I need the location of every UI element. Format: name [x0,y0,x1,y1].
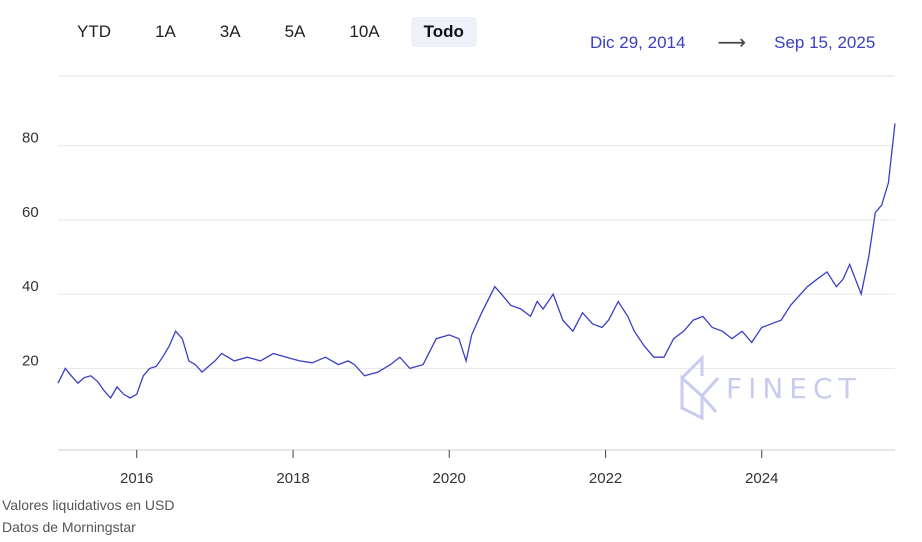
y-axis: 20 40 60 80 [22,130,39,370]
x-tick-label: 2018 [276,470,309,487]
range-tabs: YTD 1A 3A 5A 10A Todo [64,17,495,47]
series-line [57,123,896,400]
tab-10a[interactable]: 10A [349,22,380,41]
tab-todo[interactable]: Todo [410,17,477,47]
date-range: Dic 29, 2014 ⟶ Sep 15, 2025 [590,30,875,55]
tab-1a[interactable]: 1A [155,22,176,41]
arrow-right-icon: ⟶ [717,32,747,54]
y-tick-label: 20 [22,352,39,369]
x-tick-label: 2022 [589,470,622,487]
x-tick-label: 2020 [433,470,466,487]
watermark-text: FINECT [726,372,862,405]
start-date-button[interactable]: Dic 29, 2014 [590,32,686,52]
finect-logo-icon [680,354,720,421]
tab-5a[interactable]: 5A [284,22,306,41]
grid-lines [58,145,895,369]
watermark: FINECT [680,354,862,421]
footer-source-note: Datos de Morningstar [2,519,136,535]
x-tick-label: 2024 [745,470,778,487]
y-tick-label: 80 [22,130,39,147]
x-axis: 2016 2018 2020 2022 2024 [58,449,895,487]
y-tick-label: 40 [22,278,39,295]
end-date-button[interactable]: Sep 15, 2025 [774,32,876,52]
y-tick-label: 60 [22,204,39,221]
footer-currency-note: Valores liquidativos en USD [2,497,175,513]
tab-ytd[interactable]: YTD [77,22,111,41]
tab-3a[interactable]: 3A [219,22,241,41]
x-tick-label: 2016 [120,470,153,487]
